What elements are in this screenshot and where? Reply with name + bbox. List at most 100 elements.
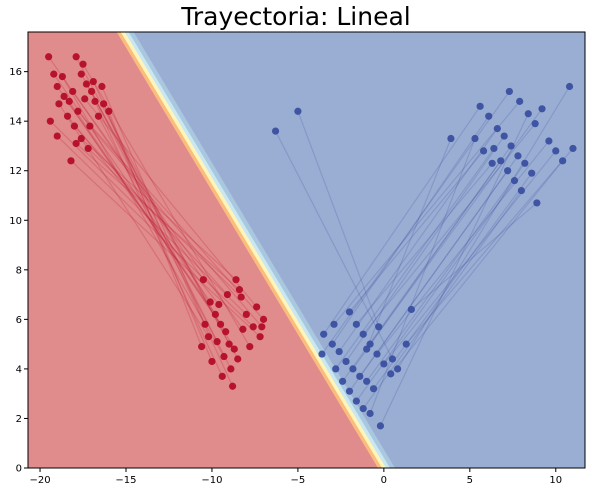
data-point [488, 159, 496, 167]
chart-title: Trayectoria: Lineal [181, 2, 411, 31]
trajectory-line [355, 162, 493, 325]
trajectory-line [352, 145, 512, 370]
trajectory-line [108, 111, 203, 347]
data-point [394, 365, 402, 373]
data-point [215, 300, 223, 309]
data-point [70, 122, 79, 130]
data-point [246, 343, 254, 351]
trajectory-line [366, 162, 526, 382]
trajectory-line [70, 160, 261, 338]
data-point [447, 134, 455, 143]
trajectory-line [58, 103, 210, 338]
data-point [218, 372, 226, 380]
data-point [345, 387, 354, 395]
data-point [517, 186, 525, 195]
trajectory-line [331, 115, 490, 345]
y-tick-label: 14 [9, 117, 22, 128]
trajectory-line [56, 86, 216, 315]
data-point [565, 82, 574, 91]
data-point [552, 147, 560, 155]
data-point [45, 53, 53, 61]
data-point [105, 107, 113, 115]
data-point [332, 365, 340, 373]
data-point [237, 293, 245, 301]
data-point [206, 298, 214, 306]
data-point [74, 107, 82, 115]
data-point [533, 199, 541, 207]
data-point [98, 82, 106, 91]
data-point [497, 157, 505, 165]
data-point [72, 53, 80, 61]
x-tick-label: −5 [291, 475, 306, 486]
data-point [505, 87, 513, 96]
trajectory-line [75, 143, 240, 291]
data-point [220, 352, 228, 361]
data-point [259, 315, 268, 323]
data-point [320, 330, 328, 338]
data-point [545, 137, 553, 145]
data-point [81, 95, 89, 103]
data-point [349, 365, 357, 373]
data-point [376, 422, 385, 430]
trajectory-line [397, 86, 571, 370]
red-region [28, 32, 378, 468]
x-tick-label: 0 [381, 475, 387, 486]
data-point [369, 385, 378, 393]
trajectory-line [297, 111, 380, 328]
data-point [91, 97, 99, 105]
x-tick-label: 5 [467, 475, 473, 486]
data-point [223, 290, 232, 299]
trajectory-line [373, 172, 533, 390]
data-point [256, 333, 264, 341]
trajectory-line [101, 86, 206, 325]
data-point [225, 340, 233, 348]
data-point [366, 409, 374, 418]
y-tick-label: 8 [16, 265, 22, 276]
data-point [345, 308, 354, 316]
trajectory-line [321, 91, 510, 355]
data-point [335, 347, 343, 356]
x-tick-label: −15 [115, 475, 136, 486]
data-point [352, 320, 360, 328]
data-point [211, 310, 219, 319]
x-tick-label: 10 [549, 475, 562, 486]
trajectory-line [275, 130, 393, 360]
y-axis: 0 2 4 6 8 10 12 14 16 [9, 67, 28, 475]
data-point [500, 132, 508, 140]
decision-regions [28, 32, 585, 468]
data-point [249, 323, 257, 331]
data-point [230, 345, 238, 353]
data-point [77, 70, 85, 78]
data-point [60, 92, 68, 101]
data-point [84, 144, 92, 153]
data-point [216, 320, 225, 328]
trajectory-line [383, 150, 557, 365]
data-points [45, 53, 577, 430]
data-point [222, 328, 230, 336]
data-point [213, 338, 221, 346]
y-tick-label: 6 [16, 315, 22, 326]
data-point [199, 276, 207, 284]
data-point [77, 134, 85, 143]
trajectory-line [390, 160, 564, 375]
data-point [100, 100, 108, 108]
data-point [79, 60, 87, 68]
data-point [493, 125, 501, 133]
trajectory-line [359, 155, 519, 377]
x-axis: −20 −15 −10 −5 0 5 10 [29, 468, 562, 486]
data-point [330, 320, 338, 328]
data-point [72, 139, 80, 148]
data-point [53, 82, 61, 91]
trajectory-line [56, 135, 254, 328]
trajectory-line [94, 101, 223, 377]
data-point [234, 355, 242, 363]
plot-frame [27, 31, 586, 469]
data-point [485, 112, 493, 120]
trajectory-line [103, 103, 213, 362]
data-point [235, 286, 244, 294]
data-point [507, 142, 515, 150]
data-point [204, 333, 213, 341]
data-point [356, 372, 364, 380]
trajectory-line [87, 148, 242, 298]
data-point [69, 87, 77, 96]
